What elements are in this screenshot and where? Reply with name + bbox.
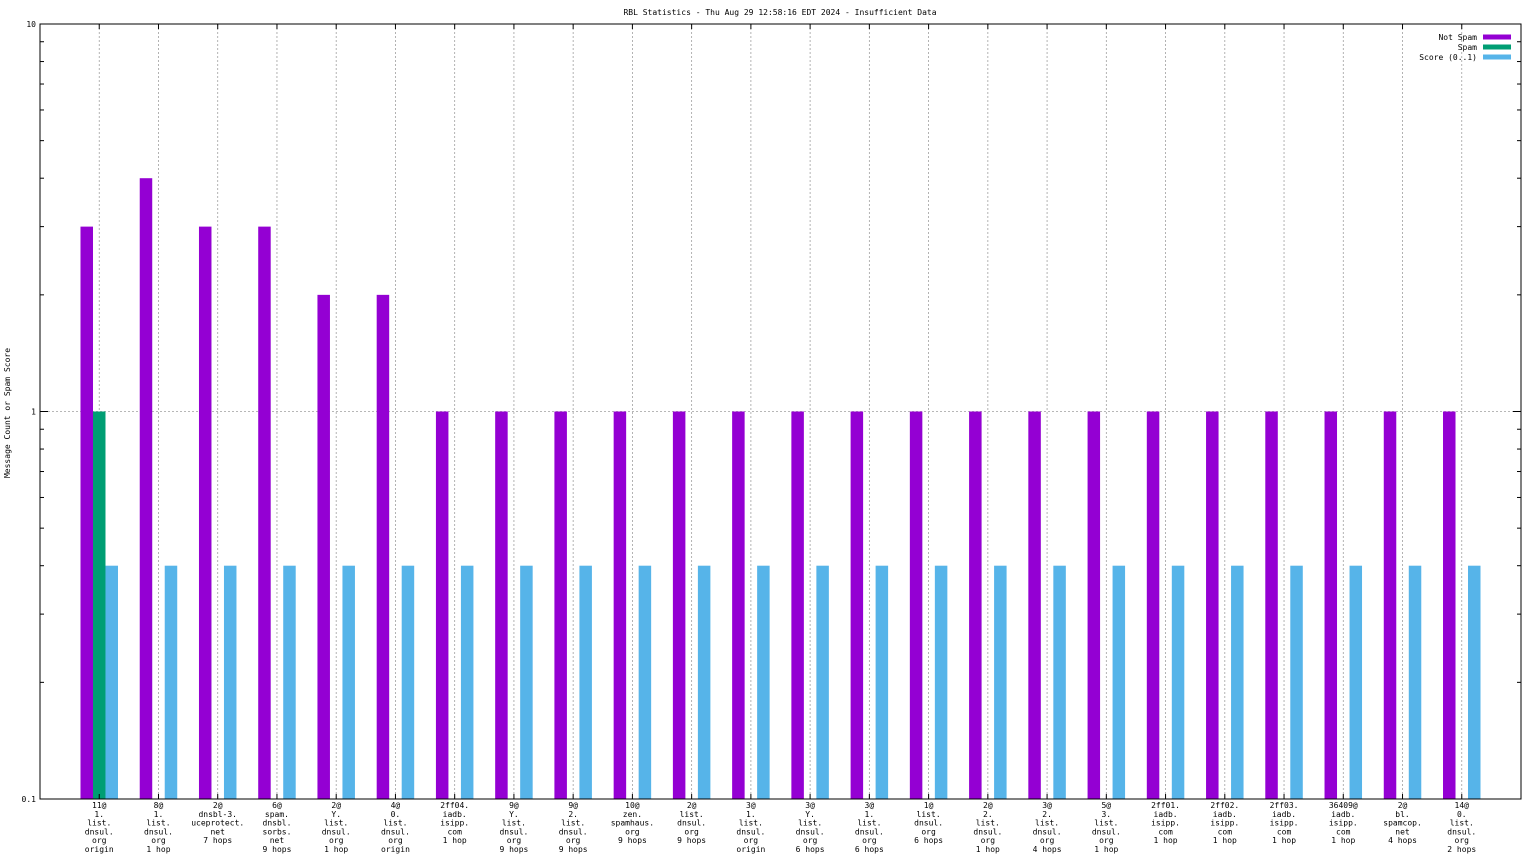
bar-not-spam-8 (554, 411, 567, 799)
bar-not-spam-7 (495, 411, 508, 799)
bar-not-spam-21 (1324, 411, 1338, 799)
bar-not-spam-1 (139, 178, 153, 799)
legend-label-0: Not Spam (1438, 33, 1477, 42)
x-tick-label: 2@ bl. spamcop. net 4 hops (1383, 801, 1422, 845)
bar-score-0-1-11 (757, 565, 770, 799)
grid-lines (40, 24, 1521, 799)
x-tick-label: 6@ spam. dnsbl. sorbs. net 9 hops (263, 801, 292, 854)
bar-not-spam-22 (1383, 411, 1397, 799)
legend-label-1: Spam (1458, 43, 1477, 52)
x-tick-label: 3@ 2. list. dnsul. org 4 hops (1033, 801, 1062, 854)
chart-title: RBL Statistics - Thu Aug 29 12:58:16 EDT… (623, 8, 936, 17)
bar-not-spam-19 (1206, 411, 1219, 799)
x-tick-label: 2@ list. dnsul. org 9 hops (677, 801, 706, 845)
y-tick-label: 0.1 (22, 795, 37, 804)
x-tick-label: 2@ Y. list. dnsul. org 1 hop (322, 801, 351, 854)
x-tick-label: 2ff01. iadb. isipp. com 1 hop (1151, 801, 1180, 845)
bar-score-0-1-10 (697, 565, 711, 799)
bar-score-0-1-0 (105, 565, 118, 799)
bar-score-0-1-12 (816, 565, 829, 799)
bar-score-0-1-8 (579, 565, 592, 799)
x-tick-label: 9@ 2. list. dnsul. org 9 hops (559, 801, 588, 854)
legend-swatch-0 (1483, 34, 1511, 40)
axes: 0.1 1 10 11@ 1. list. dnsul. org origin 8@ 1. list.… (22, 20, 1521, 854)
bar-not-spam-20 (1265, 411, 1278, 799)
bar-not-spam-12 (791, 411, 804, 799)
bar-not-spam-3 (258, 226, 271, 800)
bar-score-0-1-1 (164, 565, 178, 799)
bar-score-0-1-7 (520, 565, 533, 799)
y-axis-label: Message Count or Spam Score (3, 348, 12, 478)
x-tick-label: 36409@ iadb. isipp. com 1 hop (1329, 801, 1358, 845)
bars (80, 178, 1481, 800)
x-tick-label: 3@ 1. list. dnsul. org 6 hops (855, 801, 884, 854)
bar-not-spam-16 (1028, 411, 1041, 799)
bar-score-0-1-16 (1053, 565, 1066, 799)
bar-score-0-1-9 (638, 565, 652, 799)
x-tick-label: 5@ 3. list. dnsul. org 1 hop (1092, 801, 1121, 854)
bar-not-spam-0 (80, 226, 93, 800)
x-tick-label: 9@ Y. list. dnsul. org 9 hops (499, 801, 528, 854)
x-tick-label: 3@ 1. list. dnsul. org origin (736, 801, 765, 854)
y-tick-label: 10 (26, 20, 36, 29)
bar-not-spam-11 (732, 411, 745, 799)
x-tick-label: 2@ 2. list. dnsul. org 1 hop (973, 801, 1002, 854)
bar-not-spam-18 (1146, 411, 1160, 799)
bar-not-spam-2 (198, 226, 212, 800)
bar-score-0-1-17 (1112, 565, 1126, 799)
y-tick-label: 1 (31, 408, 36, 417)
legend-label-2: Score (0..1) (1419, 53, 1477, 62)
bar-score-0-1-5 (401, 565, 415, 799)
x-tick-label: 11@ 1. list. dnsul. org origin (85, 801, 114, 854)
x-tick-label: 1@ list. dnsul. org 6 hops (914, 801, 943, 845)
bar-score-0-1-19 (1231, 565, 1244, 799)
bar-not-spam-4 (317, 294, 330, 799)
bar-not-spam-9 (613, 411, 627, 799)
bar-not-spam-13 (850, 411, 864, 799)
x-tick-label: 3@ Y. list. dnsul. org 6 hops (796, 801, 825, 854)
x-tick-label: 2ff02. iadb. isipp. com 1 hop (1210, 801, 1239, 845)
bar-score-0-1-3 (283, 565, 296, 799)
x-tick-label: 2ff03. iadb. isipp. com 1 hop (1270, 801, 1299, 845)
bar-not-spam-17 (1087, 411, 1101, 799)
bar-not-spam-15 (969, 411, 982, 799)
x-tick-label: 2@ dnsbl-3. uceprotect. net 7 hops (191, 801, 244, 845)
bar-score-0-1-2 (223, 565, 237, 799)
bar-not-spam-10 (672, 411, 686, 799)
bar-score-0-1-22 (1408, 565, 1422, 799)
x-tick-label: 14@ 0. list. dnsul. org 2 hops (1447, 801, 1476, 854)
bar-not-spam-23 (1443, 411, 1456, 799)
legend-swatch-2 (1483, 54, 1511, 60)
bar-not-spam-14 (909, 411, 923, 799)
x-tick-label: 2ff04. iadb. isipp. com 1 hop (440, 801, 469, 845)
x-tick-label: 8@ 1. list. dnsul. org 1 hop (144, 801, 173, 854)
bar-score-0-1-13 (875, 565, 889, 799)
x-tick-label: 4@ 0. list. dnsul. org origin (381, 801, 410, 854)
bar-score-0-1-23 (1468, 565, 1481, 799)
bar-score-0-1-21 (1349, 565, 1363, 799)
bar-score-0-1-20 (1290, 565, 1303, 799)
x-tick-label: 10@ zen. spamhaus. org 9 hops (611, 801, 654, 845)
bar-spam-0 (92, 411, 106, 799)
bar-score-0-1-6 (460, 565, 474, 799)
legend-swatch-1 (1483, 44, 1511, 50)
bar-score-0-1-18 (1171, 565, 1185, 799)
bar-score-0-1-14 (934, 565, 948, 799)
bar-not-spam-6 (435, 411, 449, 799)
bar-score-0-1-4 (342, 565, 355, 799)
bar-score-0-1-15 (994, 565, 1007, 799)
bar-not-spam-5 (376, 294, 390, 799)
